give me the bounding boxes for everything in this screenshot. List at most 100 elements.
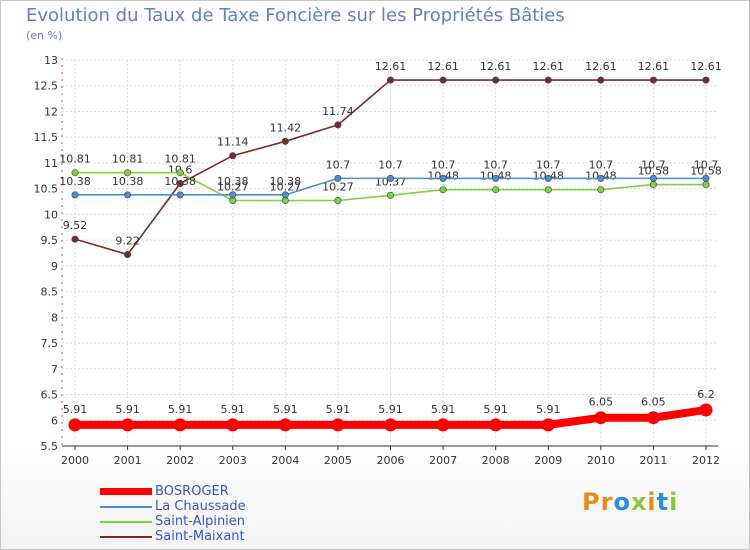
y-tick-label: 5.5 bbox=[41, 440, 59, 453]
data-point bbox=[492, 186, 500, 194]
data-point bbox=[544, 76, 552, 84]
legend-item: Saint-Maixant bbox=[100, 529, 246, 544]
data-label: 5.91 bbox=[378, 403, 403, 416]
y-tick-label: 6.5 bbox=[41, 389, 59, 402]
chart-unit-label: (en %) bbox=[26, 29, 63, 42]
legend-swatch bbox=[100, 535, 152, 538]
data-label: 5.91 bbox=[273, 403, 298, 416]
data-label: 12.61 bbox=[533, 60, 565, 73]
data-label: 10.38 bbox=[164, 175, 196, 188]
data-point bbox=[176, 180, 184, 188]
data-point bbox=[229, 152, 237, 160]
data-point bbox=[544, 174, 552, 182]
y-tick-label: 9.5 bbox=[41, 234, 59, 247]
data-point bbox=[334, 197, 342, 205]
data-label: 9.22 bbox=[115, 235, 140, 248]
data-label: 10.81 bbox=[59, 153, 91, 166]
data-label: 10.38 bbox=[112, 175, 144, 188]
data-label: 12.61 bbox=[427, 60, 459, 73]
data-label: 10.38 bbox=[59, 175, 91, 188]
data-label: 10.58 bbox=[638, 165, 670, 178]
data-label: 10.7 bbox=[378, 158, 403, 171]
data-point bbox=[386, 174, 394, 182]
data-label: 10.7 bbox=[641, 158, 666, 171]
data-point bbox=[176, 169, 184, 177]
y-tick-label: 12.5 bbox=[34, 80, 59, 93]
data-point bbox=[386, 191, 394, 199]
data-label: 6.2 bbox=[697, 388, 715, 401]
data-label: 11.14 bbox=[217, 136, 249, 149]
data-point bbox=[702, 76, 710, 84]
data-point bbox=[439, 174, 447, 182]
data-point bbox=[386, 76, 394, 84]
x-tick-label: 2007 bbox=[429, 454, 457, 467]
data-point bbox=[541, 418, 555, 432]
data-point bbox=[492, 76, 500, 84]
x-tick-label: 2001 bbox=[114, 454, 142, 467]
data-point bbox=[68, 418, 82, 432]
y-tick-label: 6 bbox=[51, 414, 58, 427]
data-point bbox=[702, 181, 710, 189]
y-tick-label: 10.5 bbox=[34, 183, 59, 196]
x-tick-label: 2008 bbox=[482, 454, 510, 467]
data-point bbox=[281, 137, 289, 145]
logo-letter: t bbox=[656, 488, 670, 516]
data-point bbox=[649, 76, 657, 84]
data-label: 12.61 bbox=[638, 60, 670, 73]
data-label: 9.52 bbox=[63, 219, 88, 232]
x-tick-label: 2011 bbox=[639, 454, 667, 467]
data-label: 12.61 bbox=[375, 60, 407, 73]
logo-letter: x bbox=[630, 488, 648, 516]
chart-legend: BOSROGER La Chaussade Saint-Alpinien Saint-… bbox=[100, 484, 246, 544]
data-point bbox=[334, 174, 342, 182]
x-tick-label: 2012 bbox=[692, 454, 720, 467]
data-label: 5.91 bbox=[483, 403, 508, 416]
data-label: 5.91 bbox=[536, 403, 561, 416]
data-label: 10.81 bbox=[164, 153, 196, 166]
logo-letter: o bbox=[613, 488, 631, 516]
y-tick-label: 11 bbox=[44, 157, 58, 170]
data-label: 10.7 bbox=[589, 158, 614, 171]
data-label: 10.27 bbox=[217, 181, 249, 194]
logo-letter: r bbox=[600, 488, 614, 516]
y-tick-label: 13 bbox=[44, 54, 58, 67]
data-point bbox=[489, 418, 503, 432]
data-label: 6.05 bbox=[641, 396, 666, 409]
data-point bbox=[124, 191, 132, 199]
data-label: 10.7 bbox=[694, 158, 719, 171]
y-tick-label: 10 bbox=[44, 208, 58, 221]
data-label: 10.7 bbox=[326, 158, 351, 171]
legend-label: Saint-Maixant bbox=[155, 529, 245, 544]
data-point bbox=[331, 418, 345, 432]
data-label: 10.7 bbox=[431, 158, 456, 171]
data-point bbox=[594, 411, 608, 425]
legend-item: La Chaussade bbox=[100, 499, 246, 514]
logo-letter: i bbox=[669, 488, 679, 516]
data-label: 5.91 bbox=[221, 403, 246, 416]
data-label: 11.42 bbox=[270, 121, 302, 134]
x-tick-label: 2009 bbox=[534, 454, 562, 467]
data-label: 5.91 bbox=[168, 403, 193, 416]
legend-swatch bbox=[100, 488, 152, 495]
y-tick-label: 8 bbox=[51, 311, 58, 324]
logo-letter: P bbox=[582, 488, 601, 516]
data-point bbox=[646, 411, 660, 425]
data-label: 11.74 bbox=[322, 105, 354, 118]
data-label: 5.91 bbox=[431, 403, 456, 416]
data-point bbox=[436, 418, 450, 432]
data-point bbox=[71, 191, 79, 199]
data-point bbox=[439, 76, 447, 84]
legend-swatch bbox=[100, 520, 152, 523]
data-label: 5.91 bbox=[326, 403, 351, 416]
data-label: 12.61 bbox=[585, 60, 617, 73]
data-label: 10.27 bbox=[270, 181, 302, 194]
data-label: 10.38 bbox=[270, 175, 302, 188]
y-tick-label: 9 bbox=[51, 260, 58, 273]
legend-item: BOSROGER bbox=[100, 484, 246, 499]
chart-title: Evolution du Taux de Taxe Foncière sur l… bbox=[26, 5, 565, 26]
x-tick-label: 2010 bbox=[587, 454, 615, 467]
x-tick-label: 2003 bbox=[219, 454, 247, 467]
logo-letter: i bbox=[647, 488, 657, 516]
data-point bbox=[649, 181, 657, 189]
data-label: 5.91 bbox=[63, 403, 88, 416]
